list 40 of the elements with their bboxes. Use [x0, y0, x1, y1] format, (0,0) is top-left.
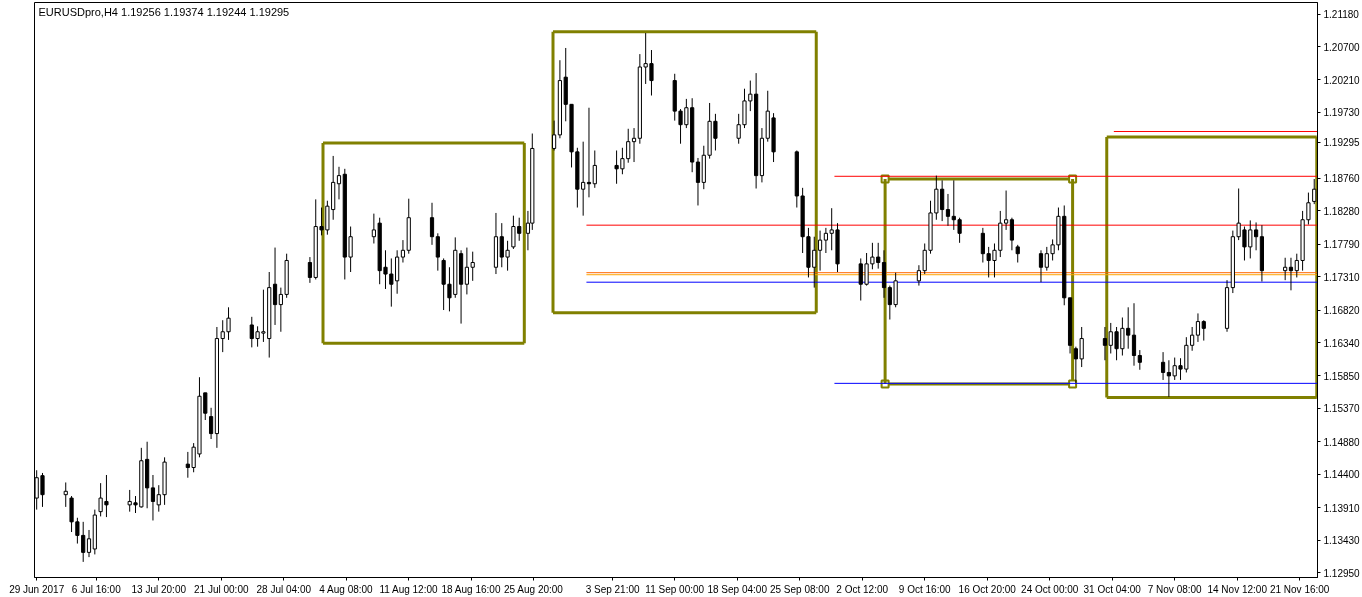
x-tick-label: 11 Sep 00:00: [645, 583, 705, 595]
x-tick-label: 29 Jun 2017: [9, 583, 65, 595]
y-tick-label: 1.18760: [1323, 173, 1361, 185]
y-tick-label: 1.20210: [1323, 74, 1361, 86]
y-tick-label: 1.16820: [1323, 305, 1361, 317]
chart-title: EURUSDpro,H4 1.19256 1.19374 1.19244 1.19295: [38, 5, 290, 18]
x-tick-label: 31 Oct 04:00: [1083, 583, 1142, 595]
y-tick-label: 1.18280: [1323, 205, 1361, 217]
x-tick-label: 18 Sep 04:00: [707, 583, 768, 595]
x-tick-label: 18 Aug 16:00: [441, 583, 501, 595]
y-tick-label: 1.17310: [1323, 271, 1361, 283]
y-tick-label: 1.12950: [1323, 567, 1361, 579]
x-tick-label: 21 Nov 16:00: [1269, 583, 1330, 595]
x-tick-label: 2 Oct 12:00: [836, 583, 889, 595]
x-tick-label: 25 Sep 08:00: [769, 583, 830, 595]
x-tick-label: 14 Nov 12:00: [1207, 583, 1268, 595]
y-tick-label: 1.15370: [1323, 403, 1361, 415]
x-tick-label: 21 Jul 00:00: [194, 583, 249, 595]
y-tick-label: 1.15850: [1323, 370, 1361, 382]
y-tick-label: 1.16340: [1323, 337, 1361, 349]
y-tick-label: 1.21180: [1323, 9, 1360, 21]
y-tick-label: 1.13430: [1323, 535, 1361, 547]
y-tick-label: 1.20700: [1323, 41, 1361, 53]
y-tick-label: 1.19730: [1323, 107, 1361, 119]
x-tick-label: 28 Jul 04:00: [256, 583, 312, 595]
x-tick-label: 4 Aug 08:00: [319, 583, 374, 595]
x-tick-label: 3 Sep 21:00: [585, 583, 640, 595]
x-tick-label: 6 Jul 16:00: [71, 583, 122, 595]
x-tick-label: 7 Nov 08:00: [1147, 583, 1203, 595]
x-tick-label: 24 Oct 00:00: [1021, 583, 1079, 595]
x-tick-label: 9 Oct 16:00: [898, 583, 951, 595]
y-tick-label: 1.13910: [1323, 502, 1361, 514]
y-tick-label: 1.14880: [1323, 436, 1361, 448]
x-tick-label: 11 Aug 12:00: [379, 583, 439, 595]
y-tick-label: 1.14400: [1323, 469, 1361, 481]
x-tick-label: 16 Oct 20:00: [958, 583, 1017, 595]
x-tick-label: 25 Aug 20:00: [504, 583, 564, 595]
x-tick-label: 13 Jul 20:00: [131, 583, 187, 595]
y-tick-label: 1.17790: [1323, 239, 1361, 251]
y-tick-label: 1.19295: [1323, 137, 1361, 149]
